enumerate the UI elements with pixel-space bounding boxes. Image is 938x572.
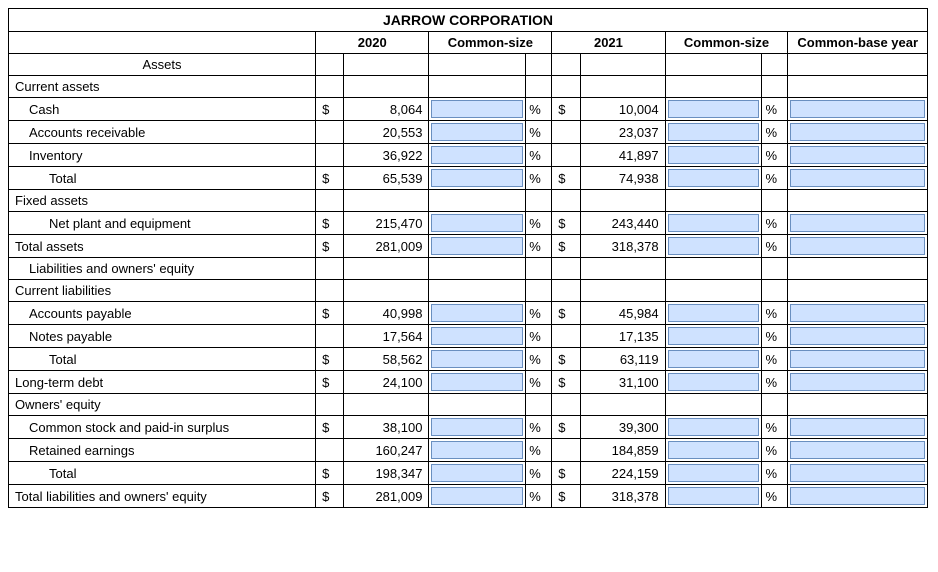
row-np: Notes payable 17,564 % 17,135 %	[9, 325, 928, 348]
catot-cs2-input[interactable]	[668, 169, 760, 187]
ar-cs1-input[interactable]	[431, 123, 523, 141]
np-label: Notes payable	[9, 325, 316, 348]
npe-label: Net plant and equipment	[9, 212, 316, 235]
oetot-cs1-input[interactable]	[431, 464, 523, 482]
np-cs1-input[interactable]	[431, 327, 523, 345]
hdr-base: Common-base year	[788, 32, 928, 54]
row-cs: Common stock and paid-in surplus $ 38,10…	[9, 416, 928, 439]
row-inv: Inventory 36,922 % 41,897 %	[9, 144, 928, 167]
ap-base-input[interactable]	[790, 304, 925, 322]
current-assets-label: Current assets	[9, 76, 316, 98]
row-ap: Accounts payable $ 40,998 % $ 45,984 %	[9, 302, 928, 325]
fixed-assets-row: Fixed assets	[9, 190, 928, 212]
assets-header-row: Assets	[9, 54, 928, 76]
ar-cs2-input[interactable]	[668, 123, 760, 141]
cur-liab-row: Current liabilities	[9, 280, 928, 302]
cs-label: Common stock and paid-in surplus	[9, 416, 316, 439]
cs-cs1-input[interactable]	[431, 418, 523, 436]
fixed-assets-label: Fixed assets	[9, 190, 316, 212]
ap-cs2-input[interactable]	[668, 304, 760, 322]
npe-cs2-input[interactable]	[668, 214, 760, 232]
owners-eq-label: Owners' equity	[9, 394, 316, 416]
inv-cs1-input[interactable]	[431, 146, 523, 164]
assets-label: Assets	[9, 54, 316, 76]
current-assets-row: Current assets	[9, 76, 928, 98]
liab-header-row: Liabilities and owners' equity	[9, 258, 928, 280]
cash-2021: 10,004	[580, 98, 665, 121]
cash-cs2-input[interactable]	[668, 100, 760, 118]
ta-label: Total assets	[9, 235, 316, 258]
ta-base-input[interactable]	[790, 237, 925, 255]
ap-cs1-input[interactable]	[431, 304, 523, 322]
row-cl-total: Total $ 58,562 % $ 63,119 %	[9, 348, 928, 371]
row-oe-total: Total $ 198,347 % $ 224,159 %	[9, 462, 928, 485]
cs-cs2-input[interactable]	[668, 418, 760, 436]
ltd-base-input[interactable]	[790, 373, 925, 391]
ta-cs2-input[interactable]	[668, 237, 760, 255]
corp-title: JARROW CORPORATION	[9, 9, 928, 32]
cash-label: Cash	[9, 98, 316, 121]
ltd-cs2-input[interactable]	[668, 373, 760, 391]
oe-total-label: Total	[9, 462, 316, 485]
np-cs2-input[interactable]	[668, 327, 760, 345]
cltot-base-input[interactable]	[790, 350, 925, 368]
oetot-cs2-input[interactable]	[668, 464, 760, 482]
cl-total-label: Total	[9, 348, 316, 371]
cur-liab-label: Current liabilities	[9, 280, 316, 302]
hdr-2021: 2021	[552, 32, 665, 54]
cash-base-input[interactable]	[790, 100, 925, 118]
row-npe: Net plant and equipment $ 215,470 % $ 24…	[9, 212, 928, 235]
ltd-cs1-input[interactable]	[431, 373, 523, 391]
title-row: JARROW CORPORATION	[9, 9, 928, 32]
row-tloe: Total liabilities and owners' equity $ 2…	[9, 485, 928, 508]
cltot-cs2-input[interactable]	[668, 350, 760, 368]
re-base-input[interactable]	[790, 441, 925, 459]
hdr-cs1: Common-size	[429, 32, 552, 54]
tloe-cs2-input[interactable]	[668, 487, 760, 505]
re-label: Retained earnings	[9, 439, 316, 462]
oetot-base-input[interactable]	[790, 464, 925, 482]
npe-base-input[interactable]	[790, 214, 925, 232]
ap-label: Accounts payable	[9, 302, 316, 325]
inv-cs2-input[interactable]	[668, 146, 760, 164]
row-re: Retained earnings 160,247 % 184,859 %	[9, 439, 928, 462]
npe-cs1-input[interactable]	[431, 214, 523, 232]
ar-label: Accounts receivable	[9, 121, 316, 144]
tloe-base-input[interactable]	[790, 487, 925, 505]
balance-sheet-table: JARROW CORPORATION 2020 Common-size 2021…	[8, 8, 928, 508]
catot-base-input[interactable]	[790, 169, 925, 187]
tloe-cs1-input[interactable]	[431, 487, 523, 505]
cash-cs1-input[interactable]	[431, 100, 523, 118]
row-ca-total: Total $ 65,539 % $ 74,938 %	[9, 167, 928, 190]
ta-cs1-input[interactable]	[431, 237, 523, 255]
row-ar: Accounts receivable 20,553 % 23,037 %	[9, 121, 928, 144]
hdr-2020: 2020	[316, 32, 429, 54]
ar-base-input[interactable]	[790, 123, 925, 141]
inv-base-input[interactable]	[790, 146, 925, 164]
re-cs2-input[interactable]	[668, 441, 760, 459]
catot-cs1-input[interactable]	[431, 169, 523, 187]
ltd-label: Long-term debt	[9, 371, 316, 394]
header-row: 2020 Common-size 2021 Common-size Common…	[9, 32, 928, 54]
np-base-input[interactable]	[790, 327, 925, 345]
cs-base-input[interactable]	[790, 418, 925, 436]
re-cs1-input[interactable]	[431, 441, 523, 459]
row-cash: Cash $ 8,064 % $ 10,004 %	[9, 98, 928, 121]
row-ta: Total assets $ 281,009 % $ 318,378 %	[9, 235, 928, 258]
inv-label: Inventory	[9, 144, 316, 167]
cash-2020: 8,064	[344, 98, 429, 121]
ca-total-label: Total	[9, 167, 316, 190]
cltot-cs1-input[interactable]	[431, 350, 523, 368]
row-ltd: Long-term debt $ 24,100 % $ 31,100 %	[9, 371, 928, 394]
liab-label: Liabilities and owners' equity	[9, 258, 316, 280]
owners-eq-row: Owners' equity	[9, 394, 928, 416]
hdr-cs2: Common-size	[665, 32, 788, 54]
tloe-label: Total liabilities and owners' equity	[9, 485, 316, 508]
